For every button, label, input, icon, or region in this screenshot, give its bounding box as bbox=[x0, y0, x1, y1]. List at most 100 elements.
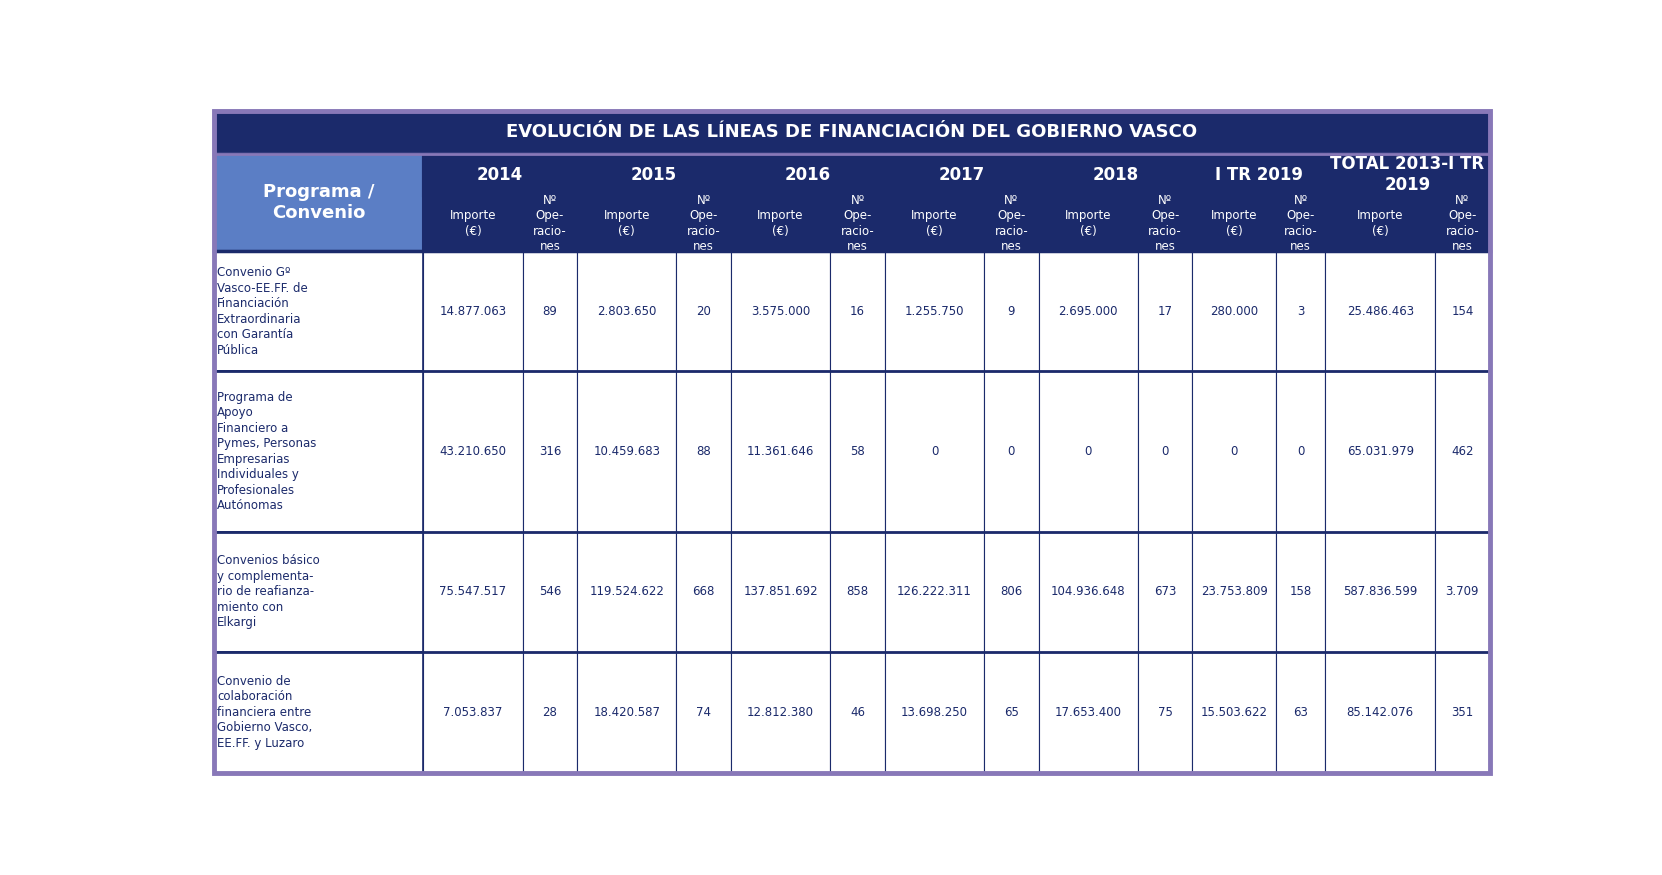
Text: Programa /
Convenio: Programa / Convenio bbox=[263, 183, 374, 222]
Bar bbox=[1436, 196, 1489, 251]
Text: 280.000: 280.000 bbox=[1210, 304, 1258, 318]
Bar bbox=[577, 196, 676, 251]
Bar bbox=[1436, 652, 1489, 773]
Bar bbox=[522, 371, 577, 532]
Text: 88: 88 bbox=[696, 445, 711, 458]
Text: Nº
Ope-
racio-
nes: Nº Ope- racio- nes bbox=[841, 194, 874, 254]
Text: 3.709: 3.709 bbox=[1446, 585, 1479, 598]
Text: 154: 154 bbox=[1451, 304, 1474, 318]
Text: 17: 17 bbox=[1158, 304, 1173, 318]
Bar bbox=[884, 371, 984, 532]
Bar bbox=[1192, 251, 1276, 371]
Bar bbox=[831, 532, 884, 652]
Text: 28: 28 bbox=[542, 705, 557, 718]
Bar bbox=[1276, 652, 1325, 773]
Text: 11.361.646: 11.361.646 bbox=[746, 445, 814, 458]
Text: Importe
(€): Importe (€) bbox=[758, 209, 804, 238]
Bar bbox=[1138, 251, 1192, 371]
Text: 0: 0 bbox=[1007, 445, 1015, 458]
Bar bbox=[831, 371, 884, 532]
Bar bbox=[577, 251, 676, 371]
Bar bbox=[1138, 196, 1192, 251]
Bar bbox=[1039, 196, 1138, 251]
Bar bbox=[577, 371, 676, 532]
Text: 2.695.000: 2.695.000 bbox=[1059, 304, 1119, 318]
Text: Nº
Ope-
racio-
nes: Nº Ope- racio- nes bbox=[686, 194, 721, 254]
Text: 17.653.400: 17.653.400 bbox=[1055, 705, 1122, 718]
Bar bbox=[1192, 652, 1276, 773]
Text: EVOLUCIÓN DE LAS LÍNEAS DE FINANCIACIÓN DEL GOBIERNO VASCO: EVOLUCIÓN DE LAS LÍNEAS DE FINANCIACIÓN … bbox=[507, 123, 1197, 142]
Text: 3: 3 bbox=[1296, 304, 1305, 318]
Text: 673: 673 bbox=[1153, 585, 1177, 598]
Text: TOTAL 2013-I TR
2019: TOTAL 2013-I TR 2019 bbox=[1330, 155, 1484, 194]
Text: 316: 316 bbox=[538, 445, 562, 458]
Bar bbox=[424, 251, 522, 371]
Text: 158: 158 bbox=[1290, 585, 1311, 598]
Bar bbox=[1276, 532, 1325, 652]
Text: 89: 89 bbox=[542, 304, 557, 318]
Text: 462: 462 bbox=[1451, 445, 1474, 458]
Bar bbox=[731, 371, 831, 532]
Bar bbox=[676, 196, 731, 251]
Bar bbox=[1039, 371, 1138, 532]
Bar bbox=[831, 652, 884, 773]
Text: 18.420.587: 18.420.587 bbox=[593, 705, 660, 718]
Bar bbox=[1138, 371, 1192, 532]
Bar bbox=[1192, 196, 1276, 251]
Text: 806: 806 bbox=[1001, 585, 1022, 598]
Bar bbox=[1436, 371, 1489, 532]
Text: 75: 75 bbox=[1158, 705, 1173, 718]
Bar bbox=[1192, 532, 1276, 652]
Bar bbox=[731, 196, 831, 251]
Bar bbox=[424, 196, 522, 251]
Text: 0: 0 bbox=[1085, 445, 1092, 458]
Bar bbox=[214, 251, 424, 371]
Text: 0: 0 bbox=[1230, 445, 1238, 458]
Text: 1.255.750: 1.255.750 bbox=[904, 304, 964, 318]
Text: 126.222.311: 126.222.311 bbox=[897, 585, 972, 598]
Text: 15.503.622: 15.503.622 bbox=[1200, 705, 1268, 718]
Bar bbox=[1276, 196, 1325, 251]
Text: Nº
Ope-
racio-
nes: Nº Ope- racio- nes bbox=[534, 194, 567, 254]
Text: 0: 0 bbox=[931, 445, 937, 458]
Bar bbox=[522, 532, 577, 652]
Bar bbox=[522, 196, 577, 251]
Bar bbox=[984, 371, 1039, 532]
Text: 23.753.809: 23.753.809 bbox=[1202, 585, 1268, 598]
Text: Convenio de
colaboración
financiera entre
Gobierno Vasco,
EE.FF. y Luzaro: Convenio de colaboración financiera entr… bbox=[218, 675, 312, 750]
Text: Convenios básico
y complementa-
rio de reafianza-
miento con
Elkargi: Convenios básico y complementa- rio de r… bbox=[218, 554, 319, 629]
Bar bbox=[984, 652, 1039, 773]
Bar bbox=[676, 532, 731, 652]
Text: 351: 351 bbox=[1451, 705, 1474, 718]
Bar bbox=[984, 532, 1039, 652]
Bar bbox=[884, 251, 984, 371]
Bar bbox=[1325, 371, 1436, 532]
Bar bbox=[884, 196, 984, 251]
Bar bbox=[1192, 371, 1276, 532]
Bar bbox=[1039, 652, 1138, 773]
Text: 2018: 2018 bbox=[1092, 165, 1138, 184]
Text: Programa de
Apoyo
Financiero a
Pymes, Personas
Empresarias
Individuales y
Profes: Programa de Apoyo Financiero a Pymes, Pe… bbox=[218, 391, 316, 512]
Text: 74: 74 bbox=[696, 705, 711, 718]
Text: 9: 9 bbox=[1007, 304, 1015, 318]
Text: 2015: 2015 bbox=[632, 165, 676, 184]
Text: 2016: 2016 bbox=[784, 165, 831, 184]
Bar bbox=[731, 153, 884, 196]
Bar bbox=[884, 532, 984, 652]
Bar bbox=[577, 153, 731, 196]
Text: 0: 0 bbox=[1162, 445, 1168, 458]
Text: 0: 0 bbox=[1296, 445, 1305, 458]
Text: 75.547.517: 75.547.517 bbox=[439, 585, 507, 598]
Bar bbox=[424, 371, 522, 532]
Bar bbox=[984, 251, 1039, 371]
Bar bbox=[1276, 371, 1325, 532]
Text: 14.877.063: 14.877.063 bbox=[439, 304, 507, 318]
Text: 85.142.076: 85.142.076 bbox=[1346, 705, 1414, 718]
Text: 2017: 2017 bbox=[939, 165, 986, 184]
Bar bbox=[214, 532, 424, 652]
Bar bbox=[214, 371, 424, 532]
Bar bbox=[214, 153, 424, 251]
Text: 12.812.380: 12.812.380 bbox=[748, 705, 814, 718]
Text: 63: 63 bbox=[1293, 705, 1308, 718]
Bar bbox=[1325, 532, 1436, 652]
